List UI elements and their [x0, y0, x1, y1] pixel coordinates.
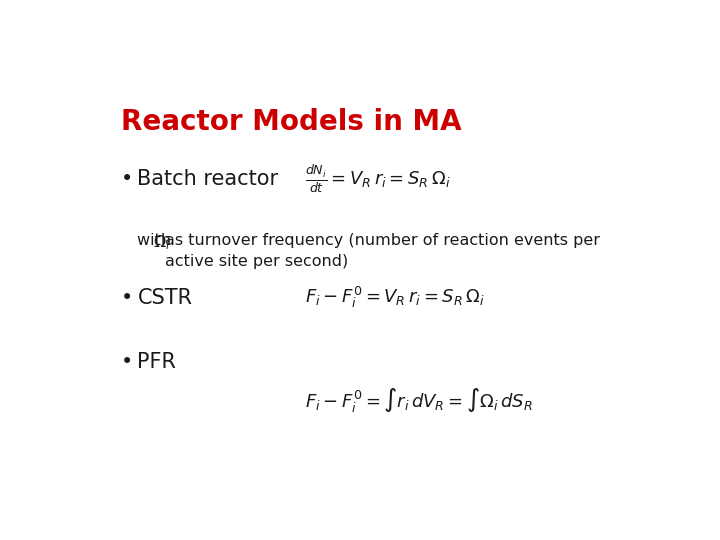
- Text: •: •: [121, 352, 133, 372]
- Text: CSTR: CSTR: [138, 288, 192, 308]
- Text: as turnover frequency (number of reaction events per
active site per second): as turnover frequency (number of reactio…: [166, 233, 600, 269]
- Text: •: •: [121, 169, 133, 189]
- Text: $\frac{dN_i}{dt}=V_R\,r_i=S_R\,\Omega_i$: $\frac{dN_i}{dt}=V_R\,r_i=S_R\,\Omega_i$: [305, 163, 451, 195]
- Text: Reactor Models in MA: Reactor Models in MA: [121, 109, 462, 137]
- Text: $F_i-F_i^0=\int r_i\,dV_R=\int\Omega_i\,dS_R$: $F_i-F_i^0=\int r_i\,dV_R=\int\Omega_i\,…: [305, 386, 533, 414]
- Text: PFR: PFR: [138, 352, 176, 372]
- Text: with: with: [138, 233, 176, 248]
- Text: Batch reactor: Batch reactor: [138, 169, 279, 189]
- Text: •: •: [121, 288, 133, 308]
- Text: $F_i-F_i^0=V_R\,r_i=S_R\,\Omega_i$: $F_i-F_i^0=V_R\,r_i=S_R\,\Omega_i$: [305, 285, 485, 310]
- Text: $\Omega_i$: $\Omega_i$: [153, 233, 171, 252]
